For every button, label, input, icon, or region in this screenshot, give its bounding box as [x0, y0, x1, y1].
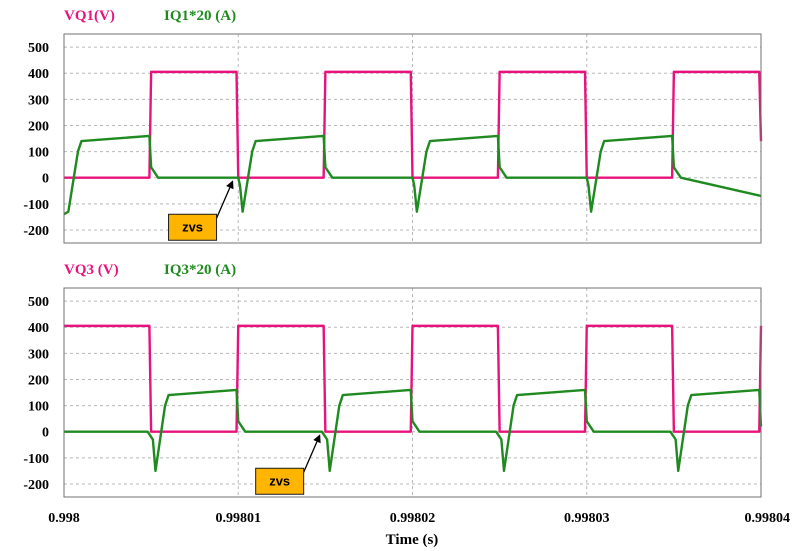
series-line-iq1-20-a-	[63, 134, 762, 216]
y-tick-label: 200	[28, 119, 49, 134]
y-tick-label: 500	[28, 41, 49, 56]
x-tick-label: 0.99801	[216, 511, 262, 526]
y-tick-label: -100	[23, 198, 49, 213]
y-tick-label: 0	[42, 172, 49, 187]
legend-voltage-label: VQ1(V)	[64, 8, 115, 24]
series-line-vq3-v-	[64, 324, 763, 433]
zvs-arrow	[215, 187, 231, 219]
zvs-callout: zvs	[168, 180, 234, 241]
y-tick-label: -200	[23, 224, 49, 239]
y-tick-labels: 500 400 300 200 100 0 -100 -200	[23, 295, 49, 493]
legend-current-label: IQ3*20 (A)	[164, 262, 236, 278]
zvs-arrow	[303, 441, 318, 473]
panel-vq1-iq1: VQ1(V) IQ1*20 (A) 500 400 300 200 100 0 -100 -2…	[23, 8, 763, 244]
y-tick-label: 400	[28, 321, 49, 336]
zvs-box	[168, 213, 218, 241]
y-tick-label: -100	[23, 452, 49, 467]
legend-voltage-label: VQ3 (V)	[64, 262, 119, 278]
zvs-callout: zvs	[255, 434, 321, 495]
traces	[64, 324, 763, 473]
x-tick-labels: 0.998 0.99801 0.99802 0.99803 0.99804	[48, 511, 790, 526]
traces	[63, 70, 763, 216]
series-line-iq3-20-a-	[64, 388, 763, 473]
plot-frame	[63, 33, 762, 244]
zvs-arrowhead	[226, 180, 234, 190]
y-tick-label: 0	[42, 426, 49, 441]
panel-vq3-iq3: VQ3 (V) IQ3*20 (A) 500 400 300 200 100 0 -100 -…	[23, 262, 763, 498]
zvs-arrowhead	[313, 434, 321, 444]
y-tick-label: 300	[28, 93, 49, 108]
y-tick-label: 100	[28, 400, 49, 415]
x-tick-label: 0.99804	[745, 511, 791, 526]
zvs-label: zvs	[182, 219, 203, 234]
y-tick-label: 100	[28, 146, 49, 161]
y-tick-label: -200	[23, 478, 49, 493]
x-tick-label: 0.99803	[564, 511, 610, 526]
legend-current-label: IQ1*20 (A)	[164, 8, 236, 24]
x-tick-label: 0.99802	[390, 511, 436, 526]
y-tick-label: 300	[28, 347, 49, 362]
y-tick-label: 500	[28, 295, 49, 310]
zvs-label: zvs	[269, 473, 290, 488]
y-tick-label: 200	[28, 373, 49, 388]
series-line-vq1-v-	[64, 70, 763, 179]
x-axis-label: Time (s)	[386, 532, 439, 548]
zvs-box	[255, 467, 305, 495]
y-tick-label: 400	[28, 67, 49, 82]
plot-frame	[63, 287, 762, 498]
x-tick-label: 0.998	[48, 511, 80, 526]
y-tick-labels: 500 400 300 200 100 0 -100 -200	[23, 41, 49, 239]
